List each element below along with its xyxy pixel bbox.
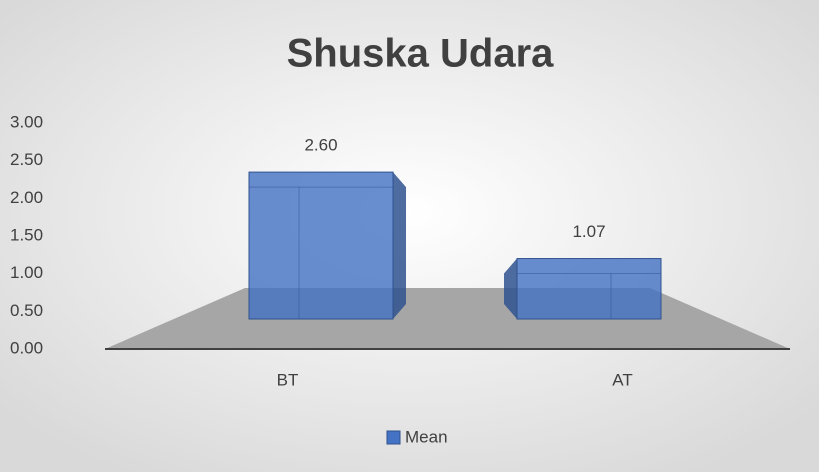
x-tick-label: BT bbox=[277, 370, 299, 389]
legend-swatch bbox=[386, 430, 401, 445]
y-tick-label: 0.00 bbox=[10, 338, 43, 357]
y-tick-label: 0.50 bbox=[10, 301, 43, 320]
y-tick-label: 2.00 bbox=[10, 188, 43, 207]
bar bbox=[248, 171, 394, 320]
data-label: 1.07 bbox=[572, 222, 605, 241]
y-tick-label: 2.50 bbox=[10, 150, 43, 169]
bar-side bbox=[393, 172, 406, 319]
bar bbox=[516, 258, 662, 320]
y-tick-label: 3.00 bbox=[10, 112, 43, 131]
legend-label: Mean bbox=[405, 427, 448, 446]
x-tick-label: AT bbox=[612, 370, 632, 389]
data-label: 2.60 bbox=[304, 136, 337, 155]
y-tick-label: 1.50 bbox=[10, 225, 43, 244]
y-tick-label: 1.00 bbox=[10, 263, 43, 282]
bar-side bbox=[504, 258, 517, 319]
chart-title: Shuska Udara bbox=[287, 32, 555, 76]
